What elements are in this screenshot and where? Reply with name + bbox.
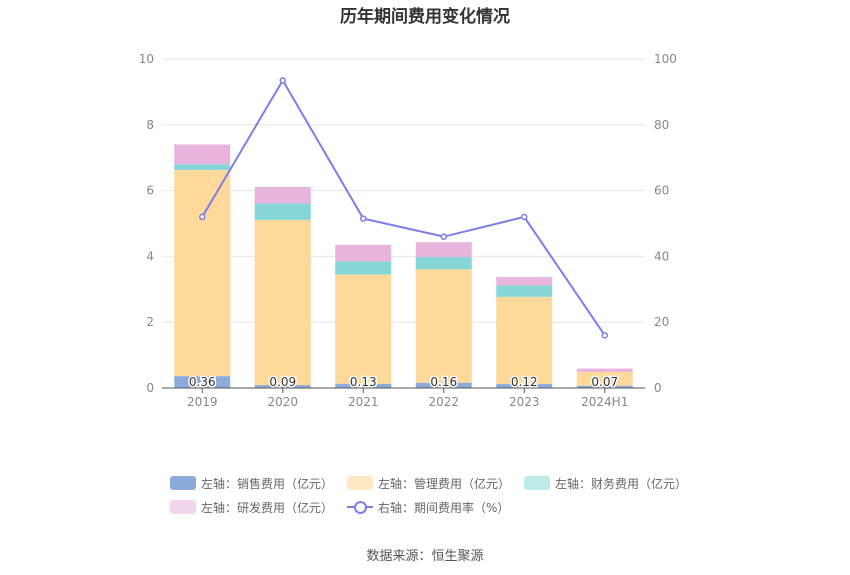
- bar-segment-2021-1: [335, 274, 392, 384]
- x-tick-label: 2023: [509, 395, 540, 409]
- bar-segment-2021-2: [335, 261, 392, 275]
- bar-segment-2020-3: [254, 186, 311, 204]
- legend: 左轴：销售费用（亿元） 左轴：管理费用（亿元） 左轴：财务费用（亿元） 左轴：研…: [170, 471, 730, 519]
- bar-segment-2024H1-0: [576, 385, 633, 388]
- bar-segment-2023-3: [496, 277, 553, 286]
- bar-segment-2022-2: [415, 257, 472, 270]
- right-tick-label: 20: [654, 315, 669, 329]
- legend-item-finance[interactable]: 左轴：财务费用（亿元）: [524, 475, 687, 492]
- x-tick-label: 2019: [187, 395, 218, 409]
- legend-swatch-rate: [347, 500, 374, 514]
- left-tick-label: 10: [139, 52, 154, 66]
- right-tick-label: 80: [654, 118, 669, 132]
- x-tick-label: 2020: [267, 395, 298, 409]
- bar-segment-2020-2: [254, 203, 311, 220]
- rate-point: [279, 77, 286, 84]
- rate-point: [199, 213, 206, 221]
- bar-segment-2019-3: [174, 144, 231, 165]
- bar-segment-2021-0: [335, 383, 392, 388]
- legend-label-admin: 左轴：管理费用（亿元）: [378, 476, 511, 491]
- data-label-sales: 0.36: [189, 375, 216, 389]
- chart-svg: 0.36 0.09 0.13 0.16 0.12 0.07 024681002040608…: [139, 52, 677, 409]
- data-label-sales: 0.16: [430, 375, 457, 389]
- data-source: 数据来源：恒生聚源: [366, 549, 484, 564]
- rate-line: [199, 77, 608, 339]
- bar-segment-2023-1: [496, 296, 553, 385]
- right-tick-label: 40: [654, 249, 669, 263]
- legend-label-sales: 左轴：销售费用（亿元）: [201, 476, 334, 491]
- legend-label-rd: 左轴：研发费用（亿元）: [201, 500, 334, 515]
- left-tick-label: 6: [146, 184, 154, 198]
- data-label-sales: 0.07: [591, 375, 618, 389]
- right-tick-label: 0: [654, 381, 662, 395]
- bar-segment-2024H1-1: [576, 371, 633, 386]
- bar-segment-2020-1: [254, 219, 311, 386]
- rate-polyline: [201, 78, 606, 336]
- left-tick-label: 4: [146, 249, 154, 263]
- right-tick-label: 60: [654, 184, 669, 198]
- bar-segment-2022-1: [415, 269, 472, 383]
- legend-swatch-rd: [170, 500, 196, 514]
- rate-point: [440, 233, 447, 240]
- x-tick-label: 2024H1: [581, 395, 628, 409]
- left-tick-label: 2: [146, 315, 154, 329]
- legend-item-rate[interactable]: 右轴：期间费用率（%）: [347, 499, 509, 516]
- left-tick-label: 8: [146, 118, 154, 132]
- legend-swatch-sales: [170, 476, 196, 490]
- bar-segment-2024H1-3: [576, 368, 633, 372]
- x-tick-label: 2021: [348, 395, 379, 409]
- legend-item-rd[interactable]: 左轴：研发费用（亿元）: [170, 499, 333, 516]
- left-tick-label: 0: [146, 381, 154, 395]
- legend-label-rate: 右轴：期间费用率（%）: [378, 500, 510, 515]
- bar-segment-2023-2: [496, 285, 553, 297]
- bar-segment-2019-0: [174, 376, 231, 388]
- bar-segment-2021-3: [335, 244, 392, 262]
- data-label-sales: 0.13: [350, 375, 377, 389]
- bar-segment-2022-3: [415, 242, 472, 258]
- rate-point: [360, 215, 367, 222]
- legend-item-sales[interactable]: 左轴：销售费用（亿元）: [170, 475, 333, 492]
- legend-swatch-admin: [347, 476, 374, 490]
- right-tick-label: 100: [654, 52, 677, 66]
- legend-swatch-finance: [524, 476, 551, 490]
- x-tick-label: 2022: [428, 395, 459, 409]
- grid-lines: [162, 58, 645, 323]
- bar-segment-2023-0: [496, 384, 553, 388]
- rate-point: [521, 213, 528, 221]
- chart-title: 历年期间费用变化情况: [340, 7, 510, 27]
- bar-segment-2022-0: [415, 382, 472, 388]
- data-label-sales: 0.12: [511, 375, 538, 389]
- legend-label-finance: 左轴：财务费用（亿元）: [555, 476, 688, 491]
- bar-segment-2019-1: [174, 169, 231, 377]
- data-label-sales: 0.09: [269, 375, 296, 389]
- rate-point: [601, 332, 608, 339]
- bars: 0.36 0.09 0.13 0.16 0.12 0.07: [174, 144, 633, 391]
- legend-item-admin[interactable]: 左轴：管理费用（亿元）: [347, 475, 510, 492]
- bar-segment-2019-2: [174, 164, 231, 170]
- bar-segment-2020-0: [254, 385, 311, 388]
